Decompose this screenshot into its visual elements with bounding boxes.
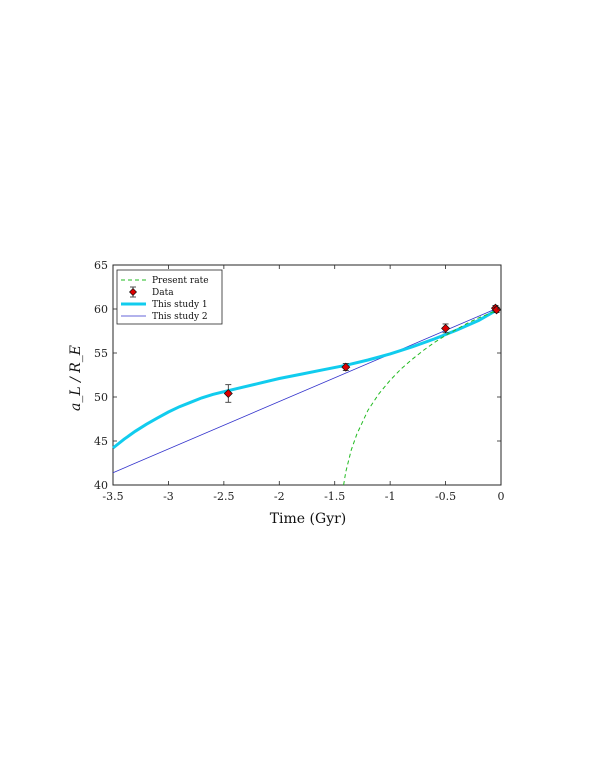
x-tick-label: -1.5 (324, 490, 345, 503)
series-line-this-study-1 (112, 309, 497, 450)
x-tick-label: 0 (498, 490, 505, 503)
y-tick-label: 65 (94, 259, 108, 272)
x-tick-label: -3 (163, 490, 174, 503)
series-line-present-rate (343, 310, 496, 486)
x-tick-label: -3.5 (102, 490, 123, 503)
series-layer (112, 303, 502, 486)
legend-present-rate-label: Present rate (152, 276, 209, 286)
y-tick-label: 40 (94, 479, 108, 492)
y-axis-label: a_L / R_E (68, 345, 84, 411)
series-line-this-study-2 (112, 308, 496, 474)
x-tick-label: -2.5 (213, 490, 234, 503)
x-tick-label: -2 (274, 490, 285, 503)
y-tick-label: 60 (94, 303, 108, 316)
legend-data-label: Data (152, 288, 174, 298)
legend: Present rate Data This study 1 This stud… (116, 269, 223, 325)
x-tick-label: -1 (385, 490, 396, 503)
y-tick-label: 45 (94, 435, 108, 448)
ticks-layer: -3.5 -3 -2.5 -2 -1.5 -1 -0.5 0 40 45 50 55 60 65 (94, 259, 505, 503)
y-tick-label: 50 (94, 391, 108, 404)
y-tick-label: 55 (94, 347, 108, 360)
legend-this-study-2-label: This study 2 (152, 312, 208, 322)
data-point (441, 323, 451, 333)
data-point (223, 388, 233, 398)
x-axis-label: Time (Gyr) (270, 511, 347, 527)
legend-data-marker (129, 288, 137, 296)
data-point (492, 305, 502, 315)
data-point (341, 362, 351, 372)
x-tick-label: -0.5 (435, 490, 456, 503)
legend-this-study-1-label: This study 1 (152, 300, 208, 310)
